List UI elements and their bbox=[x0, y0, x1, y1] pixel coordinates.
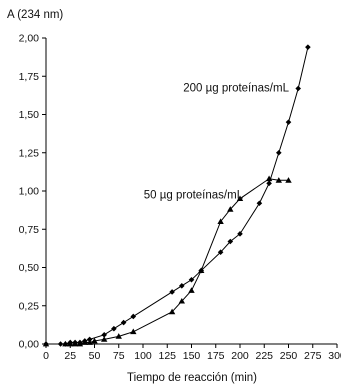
x-tick-label: 250 bbox=[280, 350, 298, 362]
triangle-point bbox=[168, 308, 176, 315]
triangle-point bbox=[62, 340, 69, 347]
y-tick-label: 1,25 bbox=[19, 147, 40, 159]
diamond-point bbox=[237, 231, 243, 237]
x-tick-label: 50 bbox=[89, 350, 101, 362]
triangle-point bbox=[178, 297, 185, 304]
diamond-point bbox=[120, 319, 127, 326]
diamond-point bbox=[111, 325, 117, 332]
triangle-point bbox=[101, 336, 108, 342]
y-tick-label: 0,75 bbox=[19, 224, 40, 236]
y-tick-label: 2,00 bbox=[19, 33, 40, 45]
x-tick-label: 200 bbox=[231, 350, 249, 362]
x-tick-label: 0 bbox=[43, 350, 49, 362]
x-tick-label: 175 bbox=[207, 350, 225, 362]
triangle-point bbox=[188, 287, 195, 293]
triangle-point bbox=[42, 340, 50, 347]
annotations: 200 µg proteínas/mL 50 µg proteínas/mL bbox=[144, 83, 290, 202]
y-axis-title: A (234 nm) bbox=[7, 9, 63, 21]
triangle-point bbox=[115, 333, 122, 339]
diamond-point bbox=[130, 313, 137, 320]
x-axis-title: Tiempo de reacción (min) bbox=[127, 372, 257, 384]
triangle-point bbox=[275, 177, 282, 183]
series-line-triangle bbox=[46, 178, 289, 345]
triangle-point bbox=[217, 218, 224, 224]
diamond-point bbox=[217, 249, 224, 255]
triangle-point bbox=[285, 177, 292, 183]
x-tick-label: 25 bbox=[64, 350, 76, 362]
x-tick-label: 75 bbox=[113, 350, 125, 362]
triangle-point bbox=[198, 267, 205, 273]
diamond-point bbox=[179, 283, 185, 289]
diamond-point bbox=[101, 332, 107, 338]
x-tick-label: 100 bbox=[134, 350, 152, 362]
triangle-point bbox=[67, 340, 74, 347]
triangle-point bbox=[265, 175, 273, 182]
y-ticks: 0,00 0,25 0,50 0,75 1,00 1,25 1,50 1,75 2,00 bbox=[19, 33, 46, 351]
y-tick-label: 1,00 bbox=[19, 186, 40, 198]
y-tick-label: 1,50 bbox=[19, 109, 40, 121]
diamond-point bbox=[276, 149, 282, 156]
x-tick-label: 150 bbox=[183, 350, 201, 362]
annotation-0: 200 µg proteínas/mL bbox=[183, 83, 289, 95]
triangle-point bbox=[81, 339, 88, 345]
diamond-point bbox=[295, 85, 301, 92]
x-ticks: 0 25 50 75 100 125 150 175 200 225 250 275 300 bbox=[43, 344, 341, 362]
diamond-point bbox=[227, 238, 234, 245]
series-group bbox=[42, 44, 311, 347]
triangle-point bbox=[86, 339, 93, 345]
triangle-point bbox=[71, 340, 79, 347]
diamond-point bbox=[305, 44, 311, 50]
triangle-point bbox=[91, 337, 98, 344]
triangle-point bbox=[236, 195, 244, 202]
diamond-point bbox=[169, 289, 175, 295]
y-tick-label: 1,75 bbox=[19, 71, 40, 83]
y-tick-label: 0,50 bbox=[19, 262, 40, 274]
x-tick-label: 125 bbox=[158, 350, 176, 362]
x-tick-label: 225 bbox=[255, 350, 273, 362]
annotation-1: 50 µg proteínas/mL bbox=[144, 190, 244, 202]
x-tick-label: 275 bbox=[304, 350, 322, 362]
triangle-point bbox=[227, 206, 234, 212]
diamond-point bbox=[256, 200, 263, 207]
y-tick-label: 0,25 bbox=[19, 300, 40, 312]
diamond-point bbox=[285, 119, 292, 125]
triangle-point bbox=[76, 340, 84, 347]
diamond-point bbox=[266, 180, 272, 187]
triangle-point bbox=[130, 328, 137, 335]
x-tick-label: 300 bbox=[328, 350, 341, 362]
y-tick-label: 0,00 bbox=[19, 339, 40, 351]
diamond-point bbox=[188, 276, 195, 283]
